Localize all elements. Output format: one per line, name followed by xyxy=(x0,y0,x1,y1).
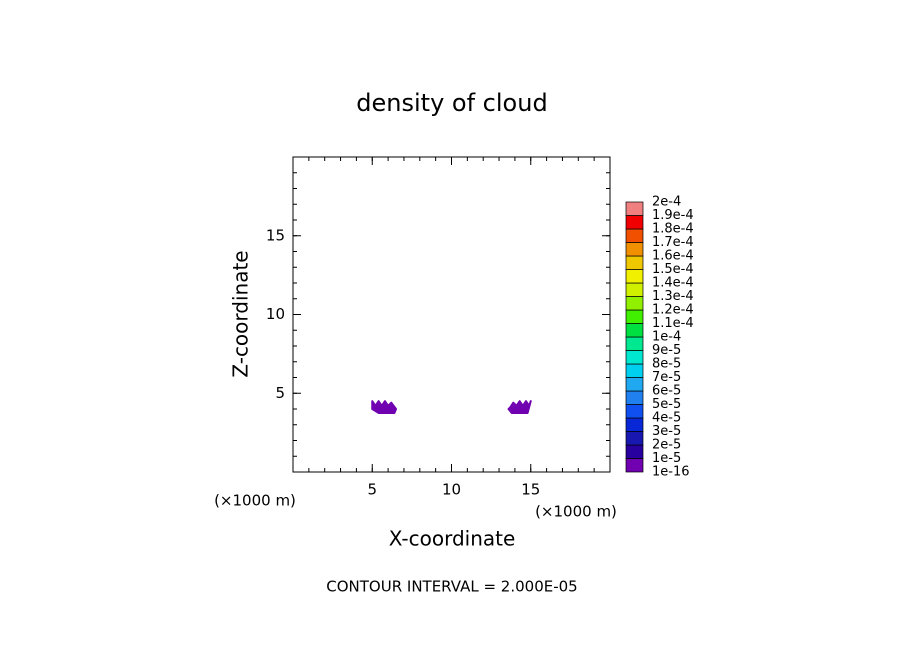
colorbar-label: 1.4e-4 xyxy=(652,276,694,291)
colorbar-label: 9e-5 xyxy=(652,343,681,358)
colorbar-swatch xyxy=(625,363,644,378)
colorbar-label: 3e-5 xyxy=(652,424,681,439)
colorbar-label: 6e-5 xyxy=(652,384,681,399)
x-axis-label: X-coordinate xyxy=(389,527,516,551)
colorbar-swatch xyxy=(625,444,644,459)
colorbar-label: 2e-5 xyxy=(652,438,681,453)
colorbar-swatch xyxy=(625,404,644,419)
colorbar-label: 1.9e-4 xyxy=(652,208,694,223)
colorbar-label: 2e-4 xyxy=(652,195,681,210)
colorbar-label: 1.2e-4 xyxy=(652,303,694,318)
colorbar-swatch xyxy=(625,296,644,311)
cloud-region xyxy=(507,400,532,414)
colorbar-swatch xyxy=(625,282,644,297)
y-tick-label: 5 xyxy=(275,384,285,402)
colorbar-swatch xyxy=(625,336,644,351)
colorbar-label: 5e-5 xyxy=(652,397,681,412)
colorbar-label: 1.5e-4 xyxy=(652,262,694,277)
y-tick-label: 15 xyxy=(266,226,285,244)
cloud-region xyxy=(371,400,398,414)
annotation: CONTOUR INTERVAL = 2.000E-05 xyxy=(326,578,577,596)
y-axis-label: Z-coordinate xyxy=(229,250,253,377)
colorbar-swatch xyxy=(625,431,644,446)
colorbar-swatch xyxy=(625,255,644,270)
colorbar-label: 4e-5 xyxy=(652,411,681,426)
chart-title: density of cloud xyxy=(356,89,547,117)
x-tick-label: 5 xyxy=(367,481,377,499)
x-unit: (×1000 m) xyxy=(535,503,617,521)
colorbar-label: 1.6e-4 xyxy=(652,249,694,264)
plot-frame xyxy=(292,156,611,473)
colorbar-label: 1.1e-4 xyxy=(652,316,694,331)
y-tick-label: 10 xyxy=(266,305,285,323)
colorbar-swatch xyxy=(625,350,644,365)
colorbar-label: 1e-4 xyxy=(652,330,681,345)
colorbar-swatch xyxy=(625,201,644,216)
colorbar-swatch xyxy=(625,377,644,392)
colorbar-label: 1.7e-4 xyxy=(652,235,694,250)
colorbar-label: 8e-5 xyxy=(652,357,681,372)
x-unit: (×1000 m) xyxy=(214,492,296,510)
colorbar-swatch xyxy=(625,269,644,284)
colorbar-label: 7e-5 xyxy=(652,370,681,385)
colorbar-swatch xyxy=(625,323,644,338)
colorbar-swatch xyxy=(625,458,644,473)
colorbar-swatch xyxy=(625,390,644,405)
colorbar-label: 1e-5 xyxy=(652,451,681,466)
colorbar-swatch xyxy=(625,242,644,257)
colorbar-swatch xyxy=(625,309,644,324)
x-tick-label: 10 xyxy=(442,481,461,499)
colorbar-label: 1.3e-4 xyxy=(652,289,694,304)
colorbar-swatch xyxy=(625,228,644,243)
colorbar-swatch xyxy=(625,417,644,432)
colorbar-label: 1.8e-4 xyxy=(652,222,694,237)
colorbar-swatch xyxy=(625,215,644,230)
colorbar-label: 1e-16 xyxy=(652,465,690,480)
x-tick-label: 15 xyxy=(521,481,540,499)
